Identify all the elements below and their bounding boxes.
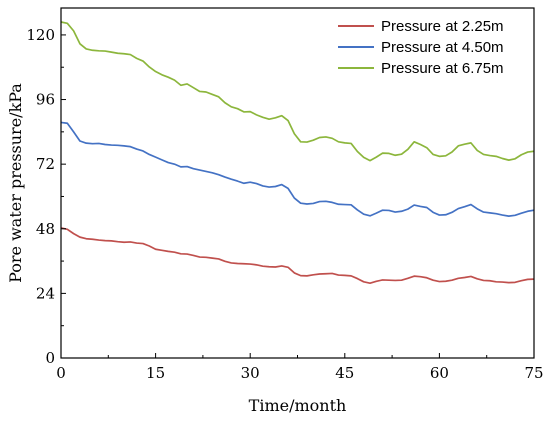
x-tick-label: 60 xyxy=(430,364,449,382)
series-layer xyxy=(60,21,535,284)
legend-label: Pressure at 4.50m xyxy=(381,39,504,56)
series-line-3 xyxy=(60,21,535,162)
y-tick-label: 72 xyxy=(36,155,55,173)
y-axis: 0 24 48 72 96 120 xyxy=(26,26,66,367)
y-tick-label: 48 xyxy=(36,220,55,238)
legend: Pressure at 2.25m Pressure at 4.50m Pressu… xyxy=(338,18,504,77)
y-tick-label: 120 xyxy=(26,26,55,44)
x-tick-label: 0 xyxy=(56,364,66,382)
y-tick-label: 0 xyxy=(45,349,55,367)
y-tick-label: 96 xyxy=(36,91,55,109)
legend-label: Pressure at 6.75m xyxy=(381,60,504,77)
series-line-2 xyxy=(60,121,535,217)
x-tick-label: 45 xyxy=(335,364,354,382)
x-tick-label: 15 xyxy=(146,364,165,382)
series-line-1 xyxy=(60,227,535,284)
x-axis: 0 15 30 45 60 75 xyxy=(56,353,544,382)
x-axis-title: Time/month xyxy=(249,396,347,415)
y-tick-label: 24 xyxy=(36,284,55,302)
x-tick-label: 75 xyxy=(524,364,543,382)
x-tick-label: 30 xyxy=(241,364,260,382)
legend-label: Pressure at 2.25m xyxy=(381,18,504,35)
y-axis-title: Pore water pressure/kPa xyxy=(6,83,25,283)
